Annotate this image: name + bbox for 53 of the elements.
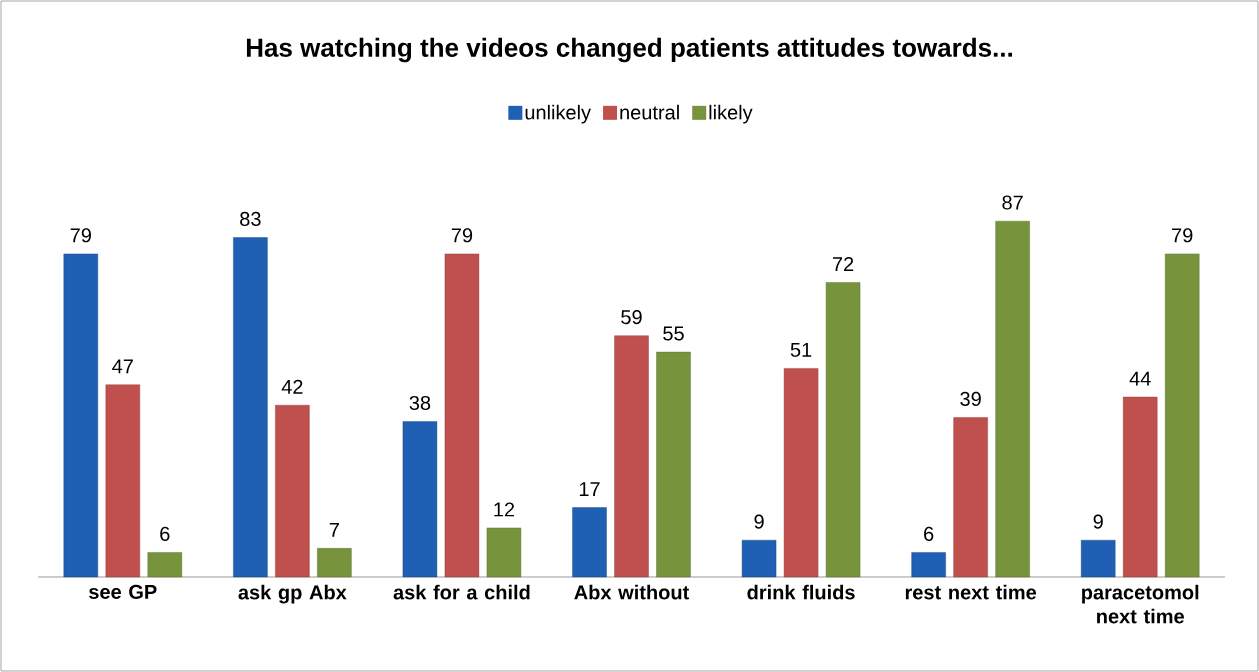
data-label: 9 [1093,514,1103,529]
bar [233,237,268,578]
data-label: 47 [112,359,133,374]
bar [147,552,182,578]
bar [614,335,649,578]
x-tick-label: ask gp Abx [238,584,347,604]
x-tick-label: drink fluids [747,584,855,600]
legend-label: unlikely [525,104,591,124]
bar [783,368,819,578]
data-label: 59 [621,309,642,325]
data-label: 17 [579,482,600,496]
bar [911,552,946,578]
data-label: 42 [281,379,303,394]
data-label: 6 [924,526,934,541]
bar [741,539,777,578]
data-label: 9 [754,514,764,529]
bar [1081,539,1116,578]
x-tick-label: ask for a child [393,584,530,600]
x-tick-label: see GP [89,584,157,599]
data-label: 44 [1129,371,1151,386]
data-label: 87 [1002,195,1023,210]
data-label: 72 [832,257,854,271]
bar [656,351,691,578]
data-label: 79 [451,228,473,243]
bar [825,282,861,578]
bar [953,417,988,578]
bar [275,405,310,578]
bar [63,253,98,578]
data-label: 6 [160,526,170,541]
bar [317,548,352,578]
data-label: 51 [790,342,812,357]
data-label: 83 [240,211,261,226]
legend-label: neutral [620,104,679,120]
bar [1165,253,1200,578]
data-label: 7 [329,523,339,537]
bar [486,527,522,578]
bar [444,253,480,578]
bar [572,507,607,578]
chart-title: Has watching the videos changed patients attitudes towards... [246,37,1012,63]
x-tick-label: paracetomol next time [1082,584,1199,624]
bar [105,384,140,578]
data-label: 38 [409,395,431,411]
x-tick-label: Abx without [574,584,690,600]
x-tick-label: rest next time [905,584,1037,600]
data-label: 12 [494,502,515,517]
data-label: 79 [70,228,91,243]
legend-label: likely [709,104,753,124]
bar [995,220,1030,578]
bar [402,421,438,578]
data-label: 55 [663,326,684,341]
data-label: 39 [960,391,981,406]
bar [1123,396,1158,578]
data-label: 79 [1172,228,1193,243]
